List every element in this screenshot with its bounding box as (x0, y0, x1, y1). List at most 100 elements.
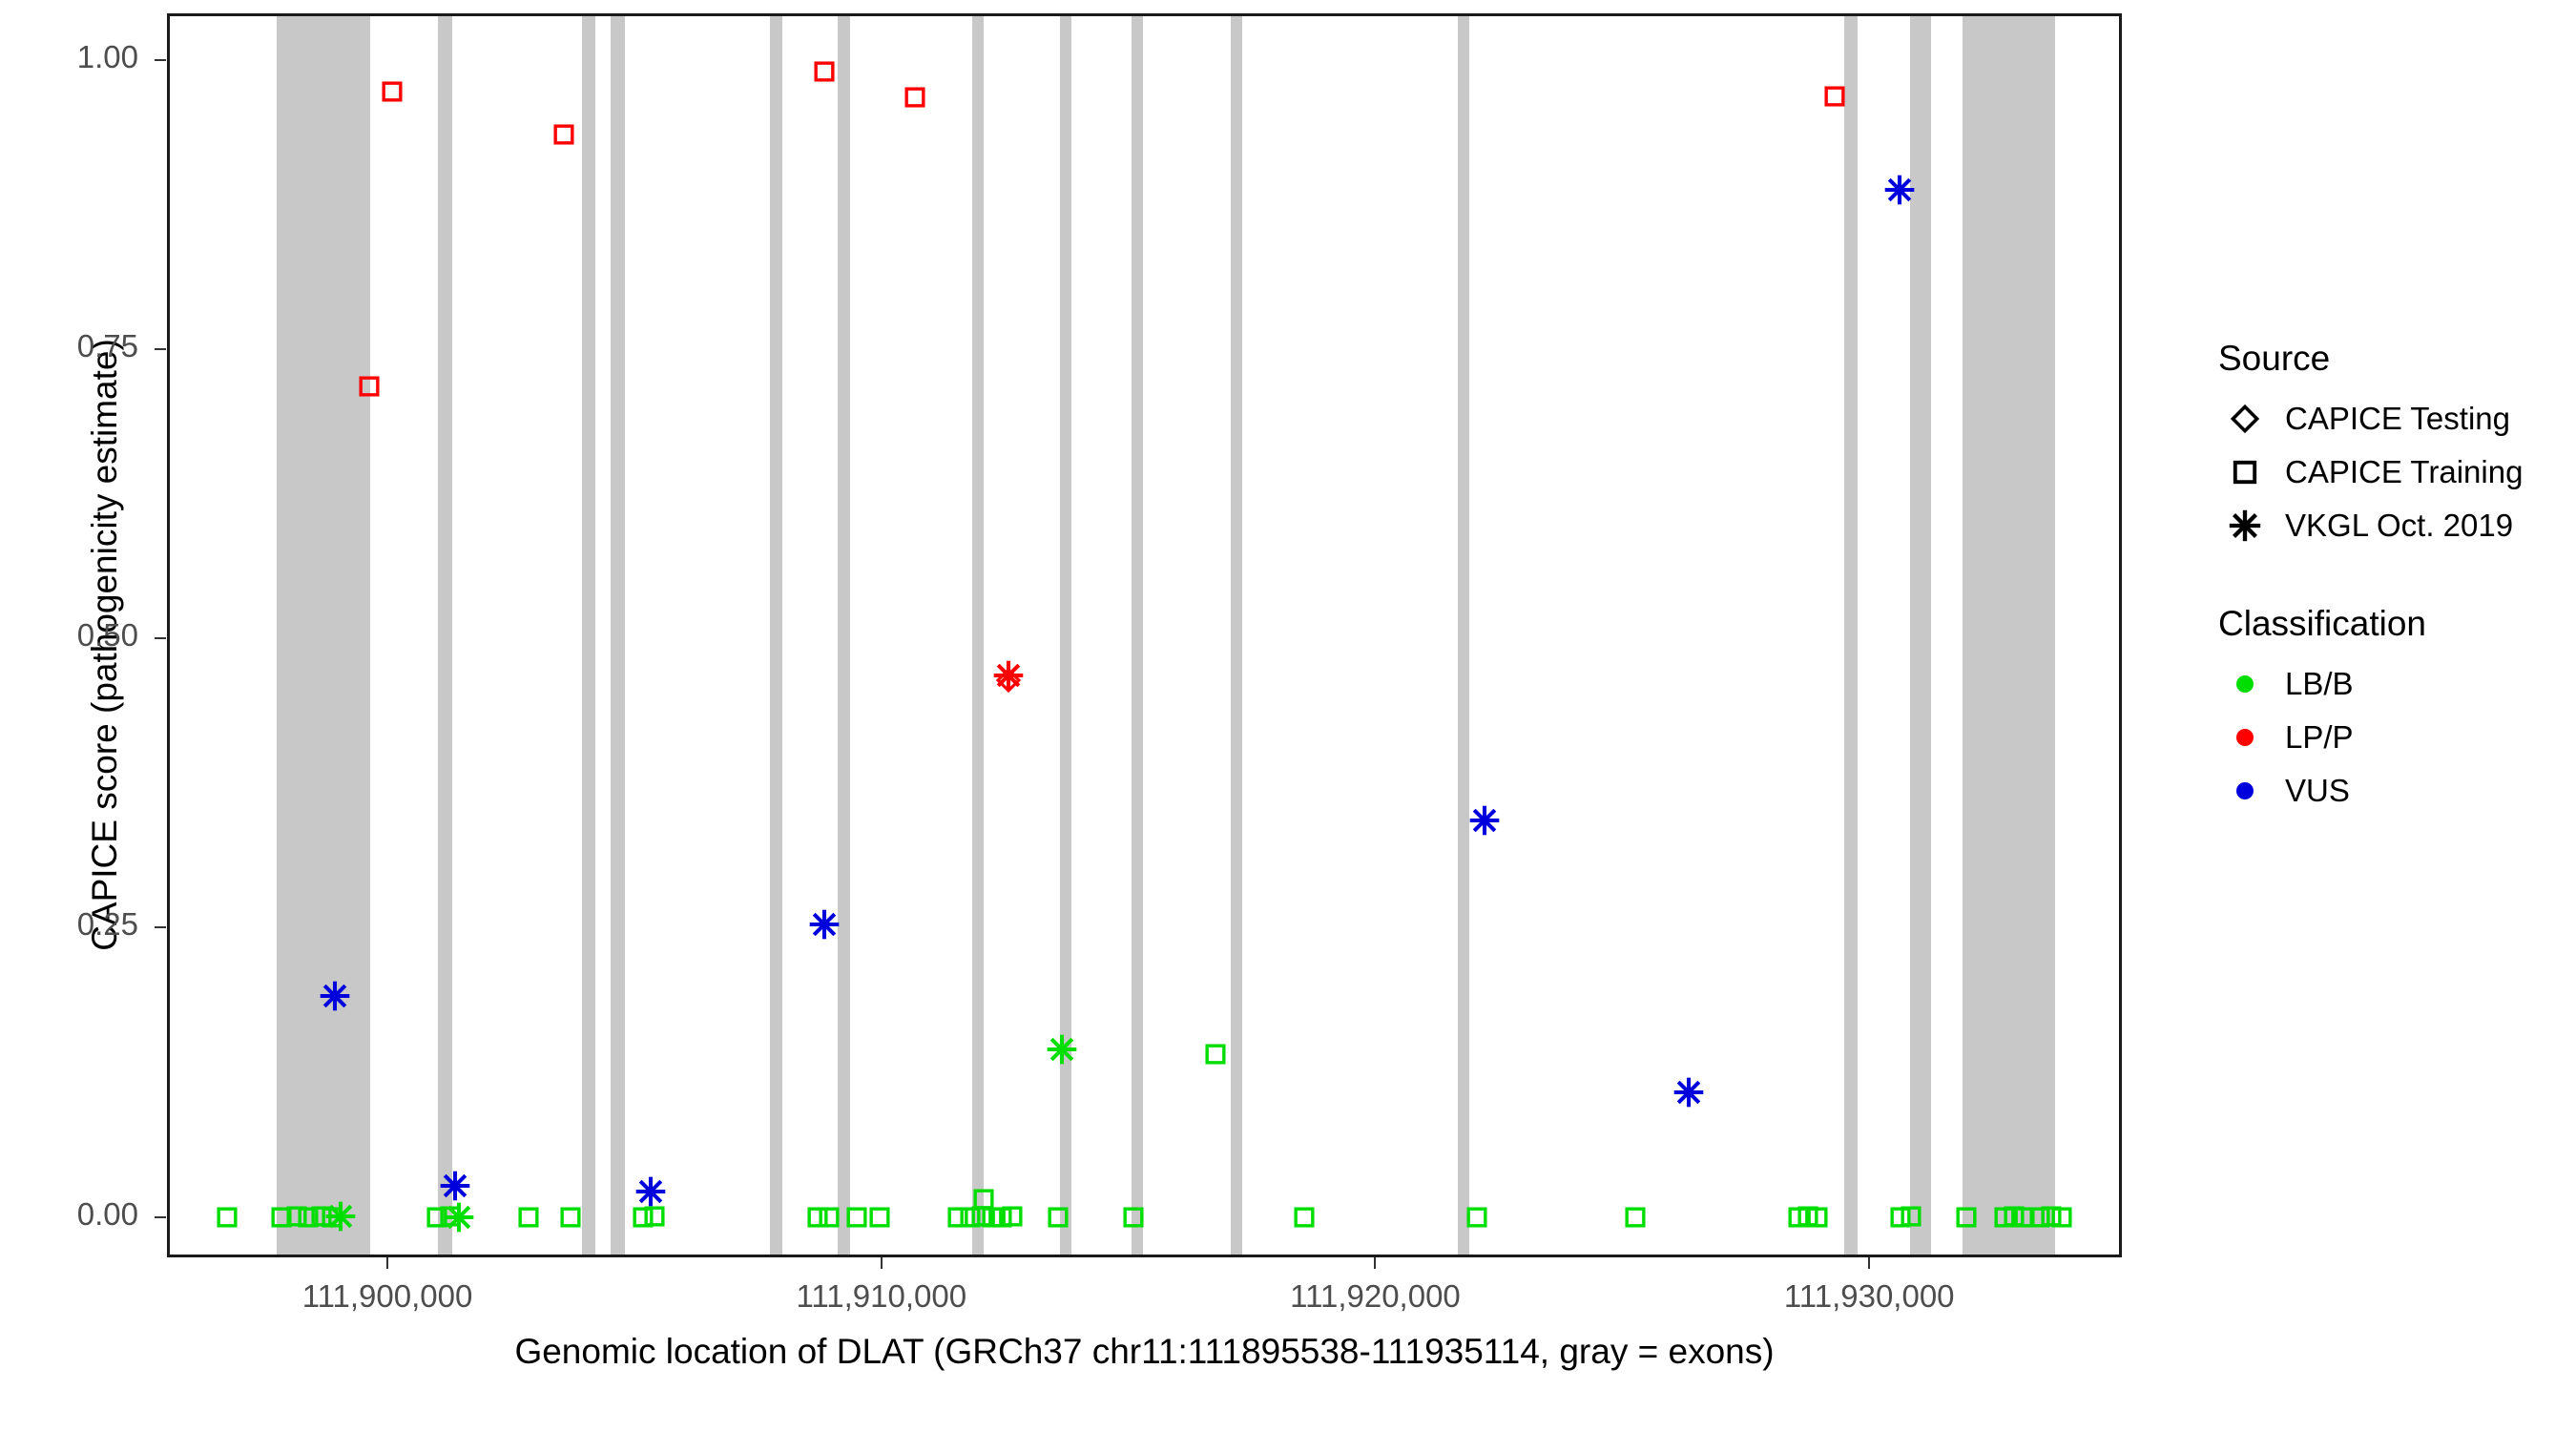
exon-band (611, 16, 626, 1255)
data-point (1046, 1033, 1078, 1066)
data-point (443, 1201, 475, 1234)
legend: Source CAPICE Testing CAPICE Training VKGL … (2218, 339, 2523, 818)
exon-band (1131, 16, 1143, 1255)
exon-band (837, 16, 851, 1255)
data-point (2027, 1205, 2052, 1230)
data-point (1046, 1205, 1070, 1230)
data-point (1292, 1205, 1317, 1230)
data-point (1465, 1205, 1489, 1230)
y-tick-label: 0.00 (76, 1195, 138, 1232)
data-point (631, 1205, 655, 1230)
data-point (808, 908, 841, 941)
legend-item-label: LB/B (2285, 666, 2354, 701)
exon-band (1231, 16, 1243, 1255)
exon-band (1059, 16, 1071, 1255)
data-point (215, 1205, 239, 1230)
data-point (867, 1205, 892, 1230)
x-tick-mark (880, 1257, 883, 1269)
exon-band (582, 16, 596, 1255)
legend-item-label: VUS (2285, 773, 2350, 808)
exon-band (437, 16, 453, 1255)
x-tick-label: 111,920,000 (1290, 1278, 1461, 1314)
x-tick-mark (1868, 1257, 1871, 1269)
legend-item[interactable]: LB/B (2218, 657, 2523, 711)
data-point (319, 980, 351, 1012)
plot-panel (167, 13, 2122, 1257)
data-point (551, 122, 576, 147)
circle-icon (2218, 711, 2272, 764)
data-point (1883, 174, 1916, 206)
square-icon (2218, 446, 2272, 499)
legend-item[interactable]: LP/P (2218, 711, 2523, 764)
legend-item-label: CAPICE Training (2285, 454, 2524, 489)
data-point (558, 1205, 583, 1230)
legend-title: Source (2218, 339, 2331, 378)
y-tick-label: 0.50 (76, 617, 138, 653)
exon-band (1909, 16, 1931, 1255)
data-point (642, 1204, 667, 1229)
circle-icon (2218, 764, 2272, 818)
legend-item-label: VKGL Oct. 2019 (2285, 508, 2514, 543)
y-tick-label: 0.75 (76, 327, 138, 363)
data-point (296, 1205, 321, 1230)
exon-band (1843, 16, 1858, 1255)
legend-title: Classification (2218, 604, 2426, 643)
data-point (1899, 1204, 1923, 1229)
legend-item-label: LP/P (2285, 719, 2354, 755)
data-point (945, 1205, 970, 1230)
data-point (817, 1205, 841, 1230)
y-tick-mark (155, 1215, 166, 1218)
data-point (992, 659, 1025, 692)
legend-item[interactable]: VKGL Oct. 2019 (2218, 499, 2523, 552)
data-point (439, 1170, 471, 1202)
data-point (1822, 84, 1847, 109)
x-axis-title: Genomic location of DLAT (GRCh37 chr11:1… (514, 1332, 1775, 1371)
data-point (1805, 1205, 1830, 1230)
diamond-icon (2218, 392, 2272, 446)
data-point (2039, 1204, 2064, 1229)
data-point (357, 374, 382, 399)
data-point (1468, 804, 1501, 837)
asterisk-icon (2218, 499, 2272, 552)
data-point (1121, 1205, 1146, 1230)
legend-item[interactable]: CAPICE Training (2218, 446, 2523, 499)
legend-block-classification: Classification LB/B LP/P VUS (2218, 604, 2523, 818)
y-tick-mark (155, 58, 166, 61)
y-tick-mark (155, 637, 166, 640)
data-point (805, 1205, 830, 1230)
x-tick-label: 111,910,000 (796, 1278, 967, 1314)
y-tick-mark (155, 347, 166, 350)
y-tick-label: 0.25 (76, 906, 138, 943)
data-point (1203, 1042, 1228, 1067)
x-tick-label: 111,930,000 (1783, 1278, 1955, 1314)
y-tick-label: 1.00 (76, 38, 138, 74)
data-point (958, 1205, 983, 1230)
exon-band (277, 16, 371, 1255)
y-tick-mark (155, 926, 166, 929)
data-point (269, 1205, 294, 1230)
data-point (1954, 1205, 1979, 1230)
data-point (634, 1175, 667, 1208)
data-point (2049, 1205, 2074, 1230)
data-point (812, 59, 837, 84)
data-point (1672, 1076, 1705, 1109)
legend-item[interactable]: CAPICE Testing (2218, 392, 2523, 446)
x-tick-mark (1374, 1257, 1377, 1269)
legend-item[interactable]: VUS (2218, 764, 2523, 818)
data-point (989, 1205, 1014, 1230)
exon-band (770, 16, 783, 1255)
exon-band (1458, 16, 1469, 1255)
circle-icon (2218, 657, 2272, 711)
data-point (284, 1204, 309, 1229)
data-point (324, 1200, 357, 1233)
data-point (380, 79, 405, 104)
data-point (844, 1205, 869, 1230)
data-point (1000, 1204, 1025, 1229)
exon-band (972, 16, 985, 1255)
data-point (516, 1205, 541, 1230)
x-tick-label: 111,900,000 (301, 1278, 473, 1314)
exon-band (1962, 16, 2055, 1255)
legend-item-label: CAPICE Testing (2285, 401, 2510, 436)
data-point (903, 85, 927, 110)
